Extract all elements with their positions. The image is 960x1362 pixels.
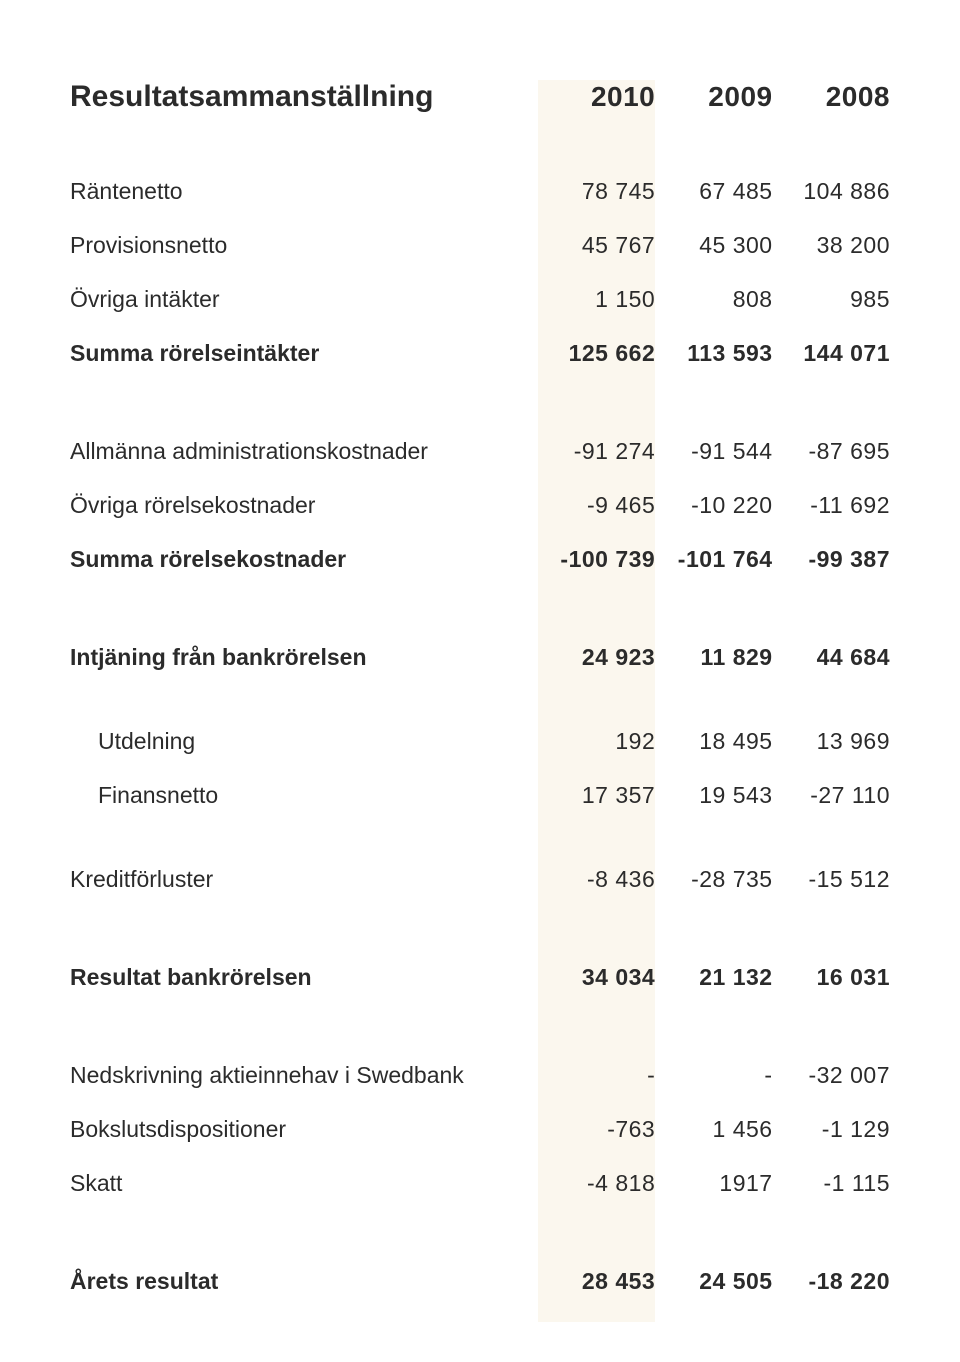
table-row: Övriga rörelsekostnader-9 465-10 220-11 … (70, 492, 890, 546)
row-value-0: -763 (538, 1116, 655, 1170)
row-label: Allmänna administrationskostnader (70, 438, 538, 492)
row-value-2: -27 110 (773, 782, 890, 836)
row-label: Nedskrivning aktieinnehav i Swedbank (70, 1062, 538, 1116)
row-value-0: -8 436 (538, 866, 655, 920)
result-summary-table: Resultatsammanställning201020092008 Ränte… (70, 80, 890, 1322)
row-label: Utdelning (70, 728, 538, 782)
row-value-1: 67 485 (655, 178, 772, 232)
table-title: Resultatsammanställning (70, 80, 538, 134)
row-value-0: 34 034 (538, 964, 655, 1018)
row-value-2: -11 692 (773, 492, 890, 546)
row-label: Skatt (70, 1170, 538, 1224)
row-label: Övriga intäkter (70, 286, 538, 340)
table-row: Allmänna administrationskostnader-91 274… (70, 438, 890, 492)
row-value-1: 1917 (655, 1170, 772, 1224)
row-value-2: -99 387 (773, 546, 890, 600)
row-value-2: 104 886 (773, 178, 890, 232)
row-label: Årets resultat (70, 1268, 538, 1322)
row-value-0: 1 150 (538, 286, 655, 340)
spacer (70, 600, 890, 644)
row-value-2: 16 031 (773, 964, 890, 1018)
row-value-0: 28 453 (538, 1268, 655, 1322)
row-value-0: -100 739 (538, 546, 655, 600)
row-value-1: 24 505 (655, 1268, 772, 1322)
row-value-1: 18 495 (655, 728, 772, 782)
row-value-0: -4 818 (538, 1170, 655, 1224)
table-row: Intjäning från bankrörelsen24 92311 8294… (70, 644, 890, 698)
spacer (70, 134, 890, 178)
spacer (70, 394, 890, 438)
row-value-0: 192 (538, 728, 655, 782)
row-label: Kreditförluster (70, 866, 538, 920)
table-row: Årets resultat28 45324 505-18 220 (70, 1268, 890, 1322)
table-row: Resultat bankrörelsen34 03421 13216 031 (70, 964, 890, 1018)
row-value-1: 11 829 (655, 644, 772, 698)
row-value-1: 808 (655, 286, 772, 340)
row-label: Finansnetto (70, 782, 538, 836)
table-row: Övriga intäkter1 150808985 (70, 286, 890, 340)
row-value-2: -1 115 (773, 1170, 890, 1224)
row-value-1: -101 764 (655, 546, 772, 600)
table-row: Kreditförluster-8 436-28 735-15 512 (70, 866, 890, 920)
row-value-1: 1 456 (655, 1116, 772, 1170)
row-value-2: -15 512 (773, 866, 890, 920)
table-row: Summa rörelseintäkter125 662113 593144 0… (70, 340, 890, 394)
table-row: Skatt-4 8181917-1 115 (70, 1170, 890, 1224)
row-label: Övriga rörelsekostnader (70, 492, 538, 546)
row-label: Provisionsnetto (70, 232, 538, 286)
row-value-1: 21 132 (655, 964, 772, 1018)
table-row: Utdelning19218 49513 969 (70, 728, 890, 782)
year-col-2: 2008 (773, 80, 890, 134)
row-value-0: 125 662 (538, 340, 655, 394)
row-value-2: 985 (773, 286, 890, 340)
table-row: Räntenetto78 74567 485104 886 (70, 178, 890, 232)
row-value-2: 38 200 (773, 232, 890, 286)
row-value-1: 19 543 (655, 782, 772, 836)
row-value-1: -28 735 (655, 866, 772, 920)
row-label: Resultat bankrörelsen (70, 964, 538, 1018)
row-label: Räntenetto (70, 178, 538, 232)
row-value-0: 24 923 (538, 644, 655, 698)
row-value-0: - (538, 1062, 655, 1116)
table-row: Summa rörelsekostnader-100 739-101 764-9… (70, 546, 890, 600)
spacer (70, 1018, 890, 1062)
table-row: Nedskrivning aktieinnehav i Swedbank---3… (70, 1062, 890, 1116)
row-value-2: -32 007 (773, 1062, 890, 1116)
row-label: Summa rörelsekostnader (70, 546, 538, 600)
row-value-0: 17 357 (538, 782, 655, 836)
spacer (70, 920, 890, 964)
row-label: Intjäning från bankrörelsen (70, 644, 538, 698)
table-row: Finansnetto17 35719 543-27 110 (70, 782, 890, 836)
row-value-0: 45 767 (538, 232, 655, 286)
row-value-1: - (655, 1062, 772, 1116)
row-value-1: 113 593 (655, 340, 772, 394)
header-row: Resultatsammanställning201020092008 (70, 80, 890, 134)
row-value-1: -91 544 (655, 438, 772, 492)
row-value-0: -91 274 (538, 438, 655, 492)
table-row: Provisionsnetto45 76745 30038 200 (70, 232, 890, 286)
spacer (70, 836, 890, 866)
row-value-0: -9 465 (538, 492, 655, 546)
row-value-1: -10 220 (655, 492, 772, 546)
year-col-1: 2009 (655, 80, 772, 134)
row-label: Summa rörelseintäkter (70, 340, 538, 394)
row-value-2: -87 695 (773, 438, 890, 492)
row-value-1: 45 300 (655, 232, 772, 286)
row-value-0: 78 745 (538, 178, 655, 232)
row-value-2: 144 071 (773, 340, 890, 394)
table-row: Bokslutsdispositioner-7631 456-1 129 (70, 1116, 890, 1170)
year-col-0: 2010 (538, 80, 655, 134)
row-label: Bokslutsdispositioner (70, 1116, 538, 1170)
row-value-2: -1 129 (773, 1116, 890, 1170)
spacer (70, 698, 890, 728)
spacer (70, 1224, 890, 1268)
row-value-2: -18 220 (773, 1268, 890, 1322)
row-value-2: 13 969 (773, 728, 890, 782)
financial-table-page: Resultatsammanställning201020092008 Ränte… (0, 0, 960, 1362)
row-value-2: 44 684 (773, 644, 890, 698)
